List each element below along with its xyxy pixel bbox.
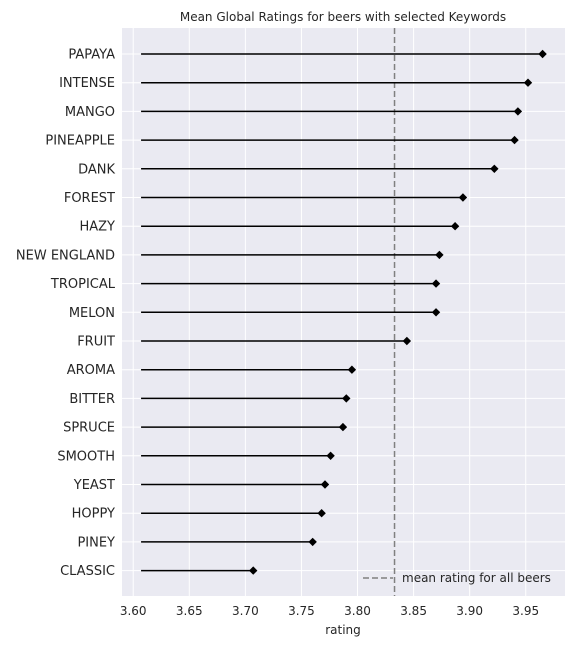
chart-title: Mean Global Ratings for beers with selec… (180, 10, 506, 24)
diamond-marker (490, 164, 499, 173)
y-category-label: HOPPY (72, 507, 115, 522)
y-category-label: PAPAYA (68, 48, 115, 63)
x-tick-label: 3.90 (456, 604, 483, 618)
x-tick-label: 3.60 (120, 604, 147, 618)
y-category-label: MELON (69, 306, 115, 321)
diamond-marker (347, 365, 357, 374)
diamond-marker (326, 451, 335, 460)
y-category-label: NEW ENGLAND (16, 248, 115, 263)
y-category-label: SPRUCE (63, 421, 115, 436)
diamond-marker (523, 78, 533, 87)
y-category-label: SMOOTH (57, 449, 115, 464)
diamond-marker (249, 566, 258, 575)
x-tick-label: 3.95 (512, 604, 539, 618)
diamond-marker (342, 394, 351, 403)
diamond-marker (308, 537, 317, 547)
diamond-marker (513, 107, 523, 116)
y-category-label: MANGO (65, 105, 115, 120)
diamond-marker (510, 135, 519, 145)
diamond-marker (538, 49, 547, 59)
x-axis-label: rating (325, 623, 361, 637)
x-tick-label: 3.85 (400, 604, 427, 618)
x-tick-label: 3.80 (344, 604, 371, 618)
y-category-label: AROMA (67, 363, 115, 378)
x-tick-label: 3.75 (288, 604, 315, 618)
marks (141, 49, 547, 575)
x-tick-label: 3.70 (232, 604, 259, 618)
legend: mean rating for all beers (363, 571, 551, 585)
diamond-marker (338, 422, 348, 432)
y-category-label: PINEAPPLE (45, 134, 115, 149)
diamond-marker (431, 308, 441, 317)
diamond-marker (450, 222, 460, 231)
diamond-marker (317, 509, 326, 518)
y-category-label: HAZY (79, 220, 115, 235)
y-category-label: FOREST (64, 191, 115, 206)
y-category-label: TROPICAL (50, 277, 116, 292)
diamond-marker (435, 250, 444, 260)
diamond-marker (320, 480, 330, 489)
legend-label: mean rating for all beers (402, 571, 551, 585)
y-category-label: FRUIT (77, 335, 115, 350)
x-tick-labels: 3.60 3.65 3.70 3.75 3.80 3.85 3.90 3.95 (120, 604, 539, 618)
diamond-marker (431, 279, 441, 288)
y-category-label: CLASSIC (60, 564, 115, 579)
y-category-label: YEAST (73, 478, 115, 493)
y-category-label: BITTER (69, 392, 115, 407)
y-category-label: INTENSE (59, 76, 115, 91)
y-category-label: PINEY (77, 535, 115, 550)
y-category-label: DANK (78, 162, 115, 177)
diamond-marker (402, 336, 412, 346)
diamond-marker (458, 193, 468, 202)
x-tick-label: 3.65 (176, 604, 203, 618)
y-tick-labels: PAPAYA INTENSE MANGO PINEAPPLE DANK FOREST HAZ… (16, 48, 116, 580)
